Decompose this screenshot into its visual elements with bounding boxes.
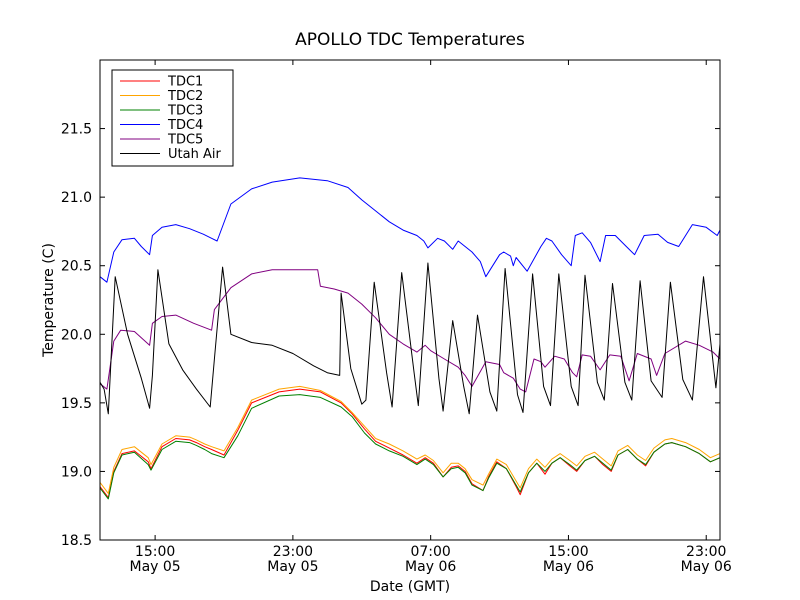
series-line-utah-air [99, 262, 721, 415]
x-tick-label-time: 15:00 [135, 544, 175, 560]
legend-label-tdc4: TDC4 [167, 118, 203, 133]
plot-frame [99, 59, 721, 541]
legend-label-utah-air: Utah Air [168, 147, 221, 162]
y-tick-label: 20.0 [61, 327, 92, 343]
y-axis-title: Temperature (C) [41, 243, 57, 358]
y-tick-label: 21.5 [61, 122, 92, 138]
series-line-tdc2 [99, 385, 721, 494]
x-tick-label-date: May 05 [267, 559, 318, 575]
x-tick-label-date: May 06 [405, 559, 456, 575]
x-tick-label-date: May 06 [681, 559, 732, 575]
series-layer [99, 177, 721, 500]
legend-label-tdc1: TDC1 [167, 75, 203, 90]
x-tick-label-time: 07:00 [410, 544, 450, 560]
series-line-tdc4 [99, 177, 721, 283]
x-axis-title: Date (GMT) [370, 579, 450, 595]
x-tick-label-time: 15:00 [548, 544, 588, 560]
legend-label-tdc5: TDC5 [167, 133, 203, 148]
y-tick-label: 19.5 [61, 396, 92, 412]
x-tick-label-time: 23:00 [686, 544, 726, 560]
y-tick-label: 20.5 [61, 259, 92, 275]
legend-label-tdc3: TDC3 [167, 104, 203, 119]
series-line-tdc3 [99, 394, 721, 500]
x-tick-label-date: May 06 [543, 559, 594, 575]
chart-title: APOLLO TDC Temperatures [295, 30, 525, 50]
y-tick-label: 18.5 [61, 533, 92, 549]
x-tick-label-time: 23:00 [273, 544, 313, 560]
legend-frame [111, 69, 234, 167]
y-tick-label: 19.0 [61, 464, 92, 480]
legend-label-tdc2: TDC2 [167, 89, 203, 104]
y-tick-label: 21.0 [61, 190, 92, 206]
x-tick-label-date: May 05 [130, 559, 181, 575]
